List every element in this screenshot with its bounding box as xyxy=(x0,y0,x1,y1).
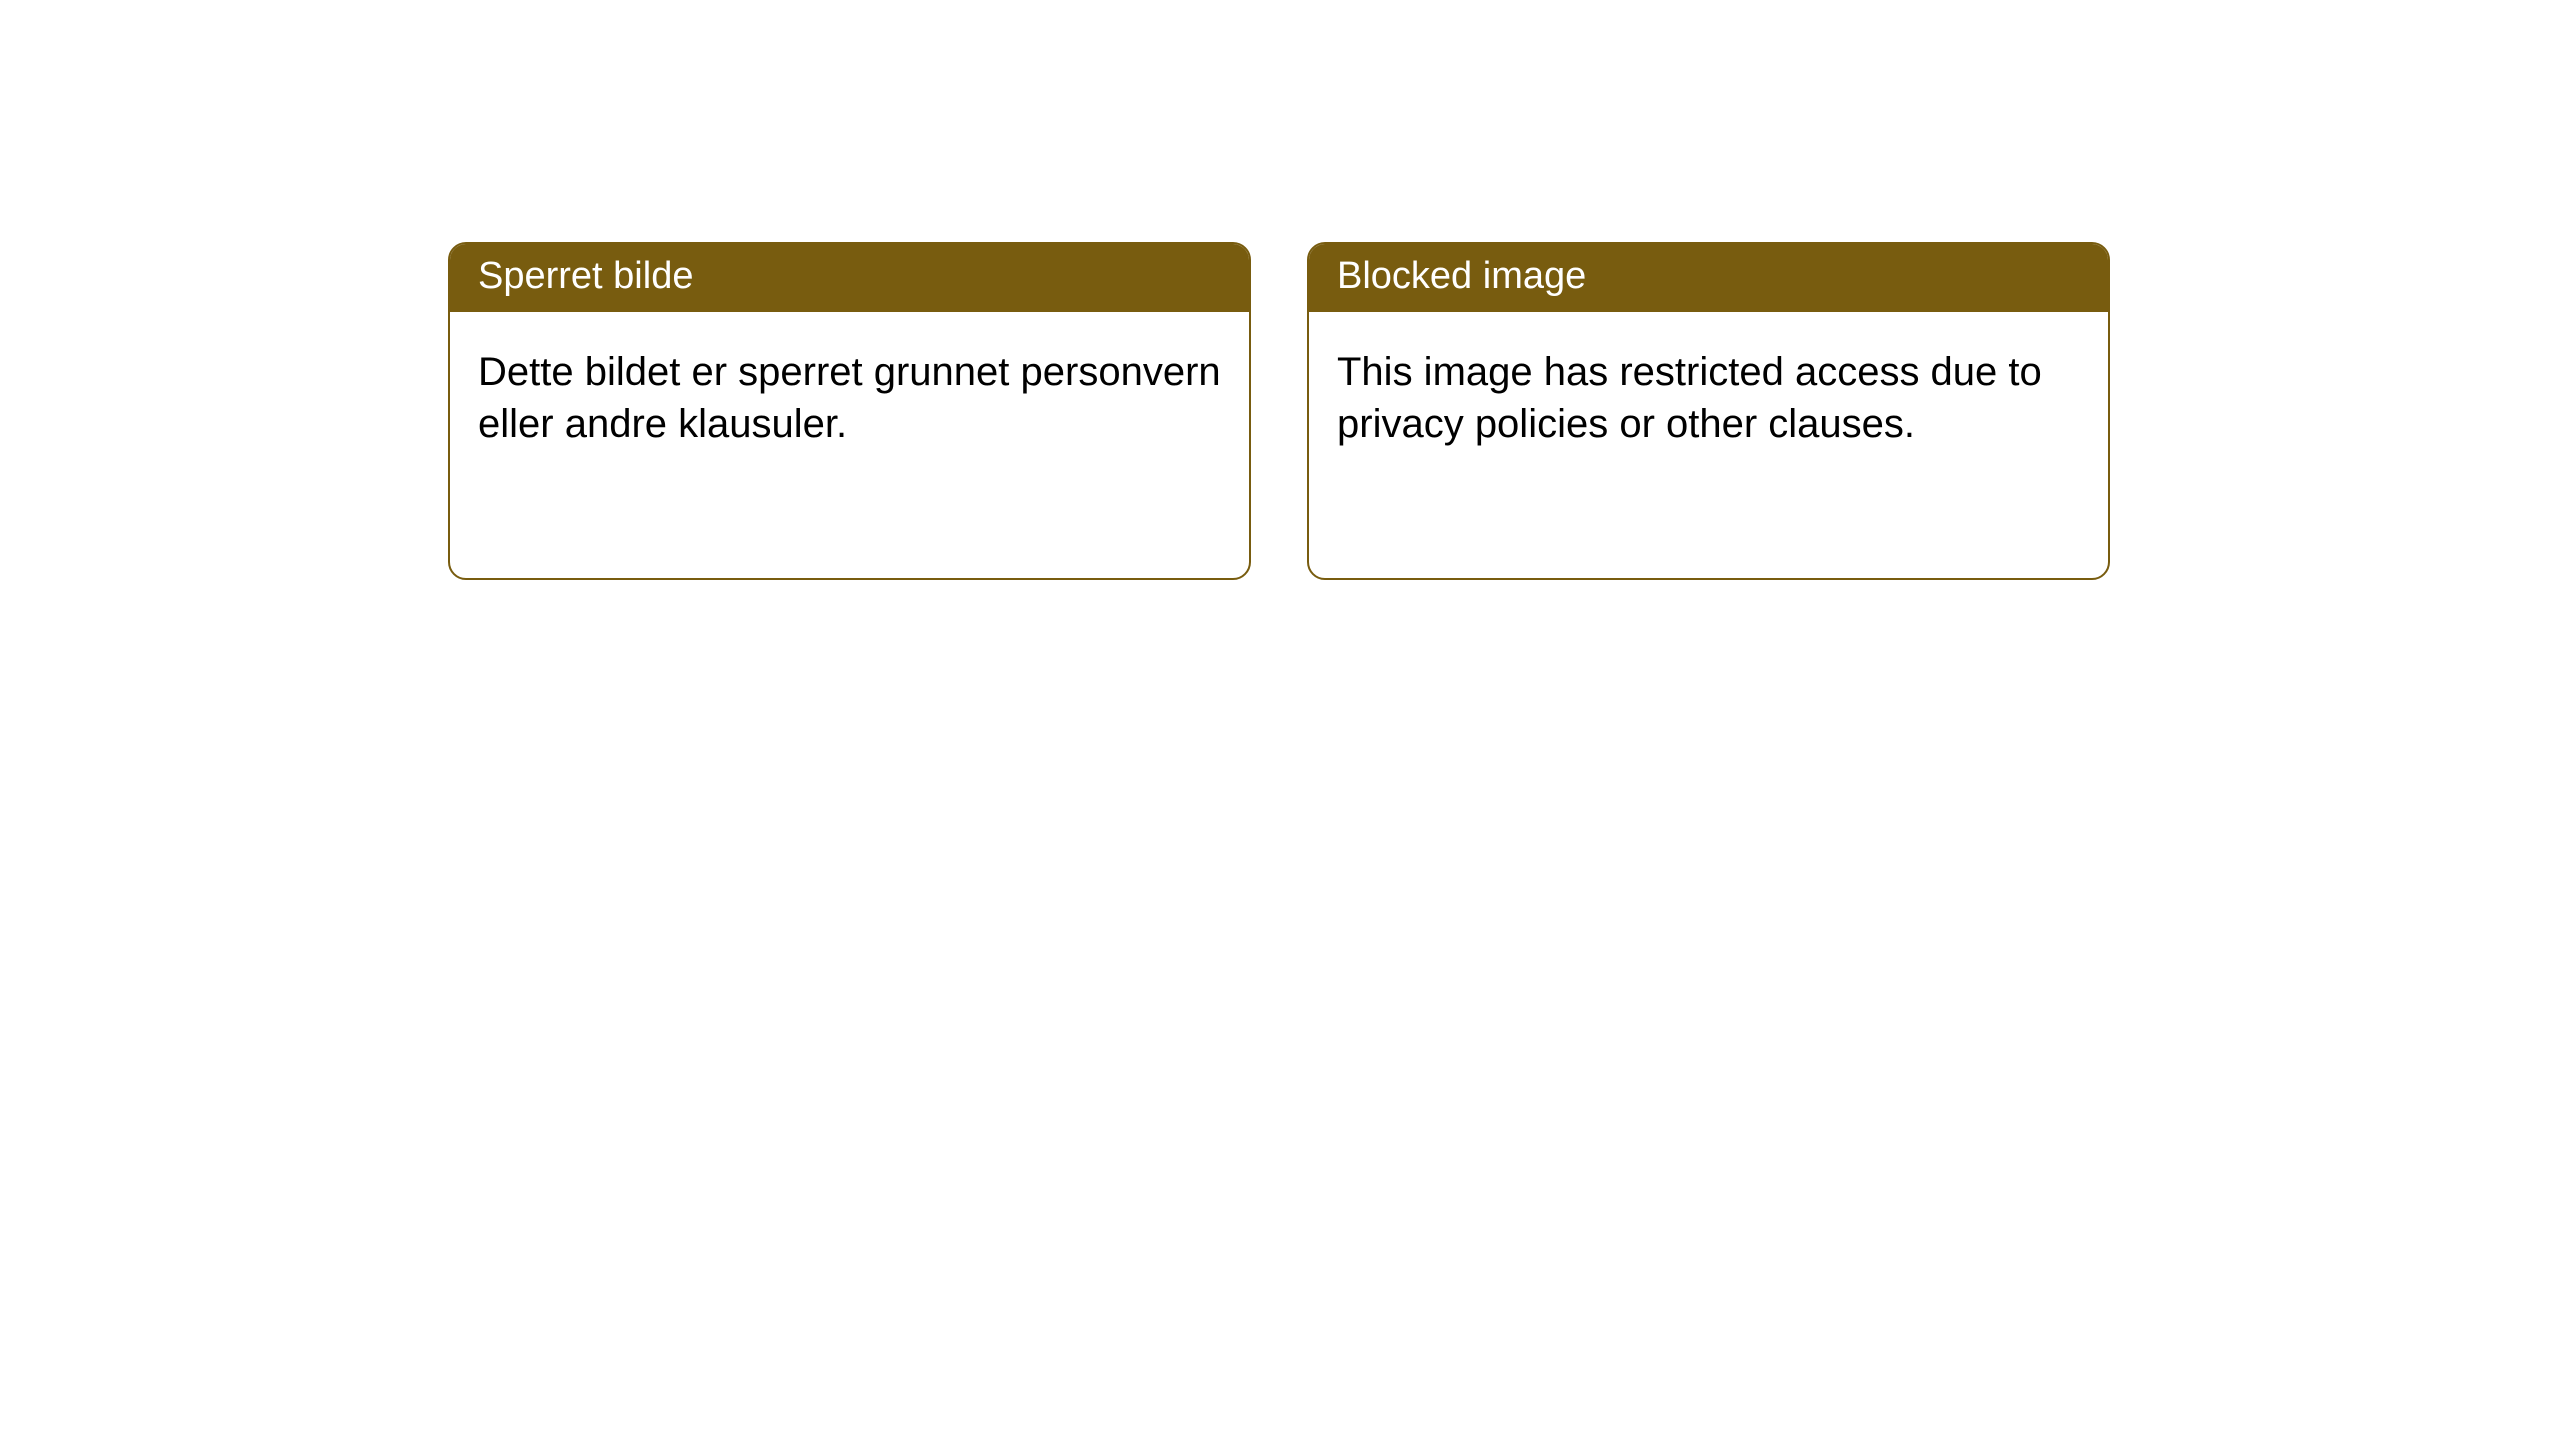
notice-body: Dette bildet er sperret grunnet personve… xyxy=(450,312,1249,486)
notice-box-norwegian: Sperret bilde Dette bildet er sperret gr… xyxy=(448,242,1251,580)
notice-container: Sperret bilde Dette bildet er sperret gr… xyxy=(448,242,2560,580)
notice-body: This image has restricted access due to … xyxy=(1309,312,2108,486)
notice-header: Blocked image xyxy=(1309,244,2108,312)
notice-header: Sperret bilde xyxy=(450,244,1249,312)
notice-box-english: Blocked image This image has restricted … xyxy=(1307,242,2110,580)
